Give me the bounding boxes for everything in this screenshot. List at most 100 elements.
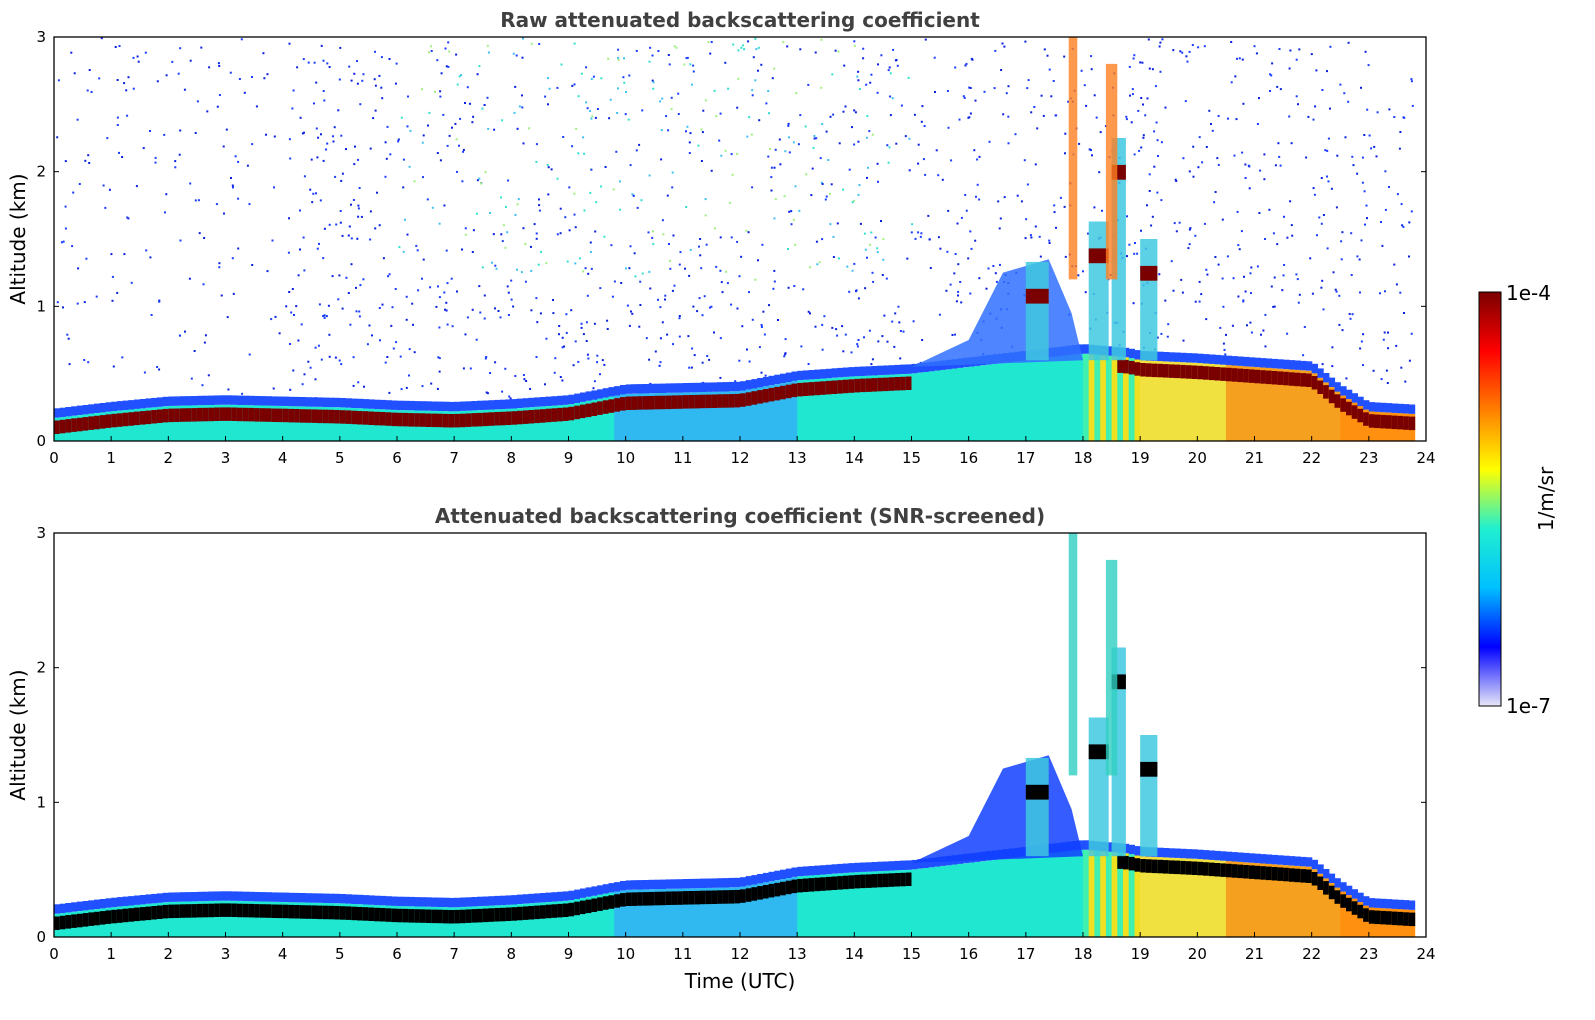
layer-fringe: [242, 891, 249, 902]
noise-pixel: [999, 263, 1001, 266]
noise-pixel: [440, 72, 443, 75]
noise-pixel: [1241, 151, 1244, 154]
aerosol-column: [1243, 366, 1250, 441]
boundary-layer-band: [797, 382, 804, 397]
noise-pixel: [215, 203, 218, 206]
noise-pixel: [357, 158, 359, 161]
boundary-layer-band: [299, 409, 307, 423]
boundary-layer-band: [454, 909, 461, 924]
noise-pixel: [1410, 332, 1413, 335]
noise-pixel: [631, 312, 634, 315]
aerosol-column: [1328, 387, 1336, 441]
layer-fringe: [922, 362, 930, 372]
boundary-layer-band: [402, 908, 409, 923]
noise-pixel: [466, 86, 469, 89]
noise-pixel: [292, 89, 295, 92]
layer-fringe: [134, 895, 141, 905]
noise-pixel: [719, 269, 722, 272]
noise-pixel: [1191, 44, 1194, 46]
layer-fringe: [1283, 359, 1290, 370]
layer-fringe: [1403, 900, 1410, 910]
layer-fringe: [448, 401, 455, 412]
layer-fringe: [928, 857, 935, 868]
cloud-tower: [1140, 735, 1158, 857]
noise-pixel: [1243, 275, 1245, 278]
aerosol-column: [551, 901, 558, 937]
aerosol-column: [1277, 864, 1284, 937]
noise-pixel: [1249, 272, 1252, 275]
layer-fringe: [900, 860, 907, 870]
noise-pixel: [355, 286, 357, 289]
noise-pixel: [837, 50, 840, 53]
noise-pixel: [427, 124, 429, 127]
layer-fringe: [882, 861, 890, 871]
aerosol-column: [688, 392, 695, 441]
noise-pixel: [771, 77, 774, 80]
layer-fringe: [1328, 873, 1336, 883]
noise-pixel: [556, 86, 559, 89]
noise-pixel: [732, 43, 735, 46]
noise-pixel: [908, 169, 911, 172]
noise-pixel: [1318, 216, 1321, 219]
boundary-layer-band: [105, 414, 112, 428]
noise-pixel: [456, 83, 459, 86]
x-tick-label: 22: [1302, 449, 1321, 467]
noise-pixel: [398, 246, 401, 249]
noise-pixel: [867, 166, 869, 169]
aerosol-column: [654, 393, 661, 441]
noise-pixel: [677, 113, 680, 115]
noise-pixel: [462, 148, 465, 151]
noise-pixel: [855, 289, 858, 292]
layer-fringe: [351, 894, 358, 904]
aerosol-column: [1306, 866, 1313, 937]
noise-pixel: [719, 376, 722, 379]
boundary-layer-band: [442, 413, 449, 428]
noise-pixel: [288, 291, 291, 293]
layer-fringe: [305, 893, 312, 903]
noise-pixel: [340, 363, 343, 366]
noise-pixel: [848, 168, 851, 171]
noise-pixel: [328, 66, 331, 68]
aerosol-column: [980, 861, 987, 938]
noise-pixel: [1172, 289, 1175, 292]
aerosol-column: [700, 888, 707, 937]
noise-pixel: [373, 78, 376, 81]
noise-pixel: [1313, 193, 1316, 196]
aerosol-column: [517, 904, 524, 937]
layer-fringe: [76, 901, 84, 911]
noise-pixel: [499, 316, 502, 319]
noise-pixel: [535, 356, 538, 358]
noise-pixel: [409, 129, 412, 132]
noise-pixel: [893, 345, 896, 348]
noise-pixel: [700, 160, 703, 162]
noise-pixel: [1395, 283, 1398, 286]
noise-pixel: [760, 324, 763, 326]
boundary-layer-band: [122, 908, 129, 923]
boundary-layer-band: [174, 904, 181, 918]
layer-fringe: [717, 878, 724, 888]
boundary-layer-band: [900, 872, 907, 887]
noise-pixel: [1269, 73, 1272, 76]
noise-pixel: [483, 294, 486, 297]
noise-pixel: [718, 139, 721, 142]
layer-fringe: [888, 365, 895, 375]
layer-fringe: [1208, 850, 1216, 860]
boundary-layer-band: [865, 378, 873, 392]
noise-pixel: [976, 183, 979, 186]
noise-pixel: [1290, 224, 1293, 227]
noise-pixel: [634, 275, 637, 278]
noise-pixel: [946, 250, 949, 253]
noise-pixel: [1188, 228, 1191, 231]
aerosol-column: [1083, 849, 1090, 937]
layer-fringe: [648, 383, 655, 394]
layer-fringe: [368, 895, 375, 905]
boundary-layer-band: [59, 419, 66, 434]
layer-fringe: [88, 404, 95, 414]
aerosol-column: [517, 408, 524, 441]
aerosol-column: [528, 903, 535, 937]
noise-pixel: [1131, 93, 1134, 96]
x-tick-label: 7: [449, 945, 459, 963]
noise-pixel: [436, 152, 439, 154]
layer-fringe: [265, 396, 272, 406]
noise-pixel: [334, 175, 337, 178]
